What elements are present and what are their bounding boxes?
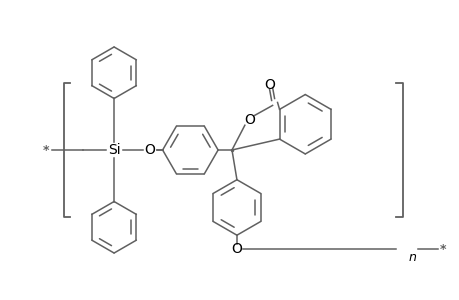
Text: Si: Si bbox=[107, 143, 120, 157]
Text: *: * bbox=[42, 143, 49, 157]
Text: O: O bbox=[263, 78, 274, 92]
Text: O: O bbox=[144, 143, 155, 157]
Text: n: n bbox=[408, 251, 415, 264]
Text: O: O bbox=[231, 242, 242, 256]
Text: *: * bbox=[439, 243, 445, 256]
Text: O: O bbox=[244, 113, 255, 127]
